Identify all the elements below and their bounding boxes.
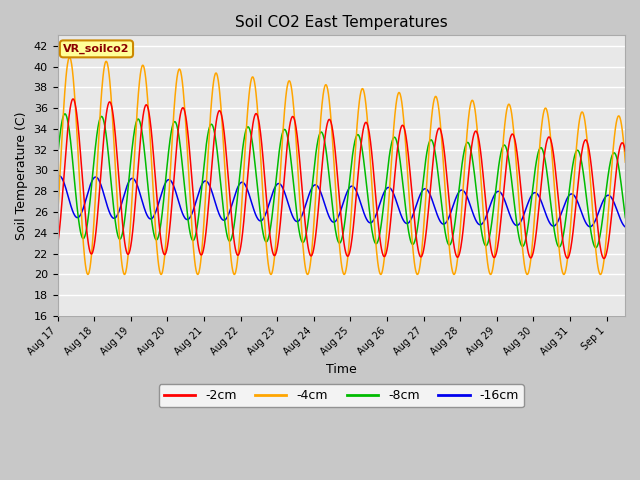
-8cm [489, 211, 497, 216]
-4cm [336, 243, 344, 249]
-8cm [575, 149, 582, 155]
-8cm [632, 235, 640, 240]
-2cm [54, 242, 61, 248]
-16cm [632, 207, 640, 213]
Line: -4cm: -4cm [58, 58, 640, 275]
X-axis label: Time: Time [326, 363, 356, 376]
-2cm [575, 173, 582, 179]
Title: Soil CO2 East Temperatures: Soil CO2 East Temperatures [235, 15, 447, 30]
-4cm [632, 271, 640, 277]
-2cm [69, 96, 77, 102]
Legend: -2cm, -4cm, -8cm, -16cm: -2cm, -4cm, -8cm, -16cm [159, 384, 524, 407]
-16cm [336, 211, 344, 216]
-2cm [336, 197, 344, 203]
-2cm [324, 117, 332, 123]
-16cm [54, 174, 61, 180]
Line: -16cm: -16cm [58, 176, 640, 228]
-2cm [637, 256, 640, 262]
-4cm [146, 124, 154, 130]
Line: -8cm: -8cm [58, 114, 640, 248]
Text: VR_soilco2: VR_soilco2 [63, 44, 130, 54]
-16cm [146, 216, 154, 221]
-2cm [632, 240, 640, 245]
-4cm [324, 91, 332, 97]
-16cm [489, 195, 497, 201]
-4cm [54, 215, 61, 220]
-8cm [336, 240, 344, 246]
-4cm [66, 55, 74, 60]
-2cm [146, 113, 154, 119]
-8cm [54, 155, 61, 160]
-4cm [575, 119, 583, 125]
-2cm [489, 253, 497, 259]
-8cm [324, 167, 332, 173]
Line: -2cm: -2cm [58, 99, 640, 259]
-8cm [146, 199, 154, 204]
-8cm [61, 111, 68, 117]
-4cm [490, 263, 497, 268]
-4cm [413, 272, 421, 277]
-16cm [324, 212, 332, 218]
-16cm [623, 225, 630, 230]
-8cm [628, 245, 636, 251]
-16cm [575, 202, 582, 208]
-16cm [55, 173, 63, 179]
Y-axis label: Soil Temperature (C): Soil Temperature (C) [15, 111, 28, 240]
